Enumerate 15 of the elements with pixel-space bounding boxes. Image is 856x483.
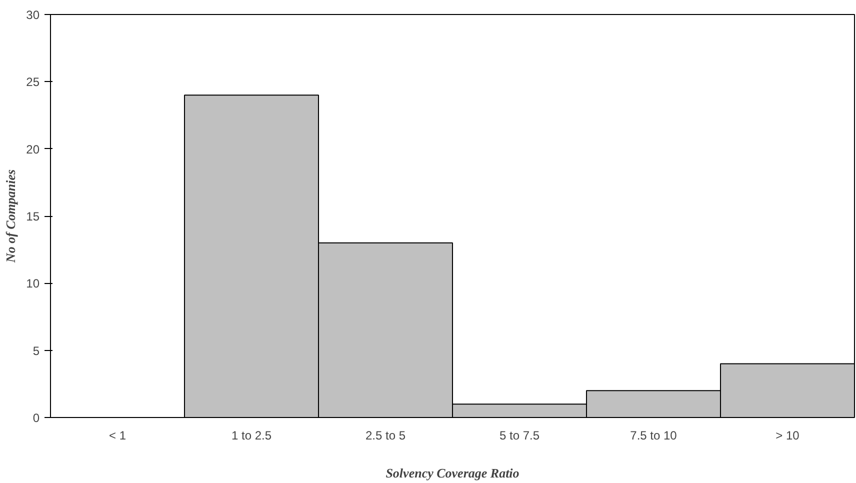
- x-tick-label: 2.5 to 5: [365, 428, 406, 442]
- x-tick-label: < 1: [108, 428, 126, 442]
- y-tick-label: 25: [26, 75, 40, 90]
- y-tick-label: 20: [26, 142, 40, 156]
- x-tick-label: 1 to 2.5: [231, 428, 272, 442]
- y-tick-label: 15: [26, 210, 40, 224]
- y-tick-label: 5: [32, 344, 40, 358]
- x-tick-label: > 10: [776, 428, 800, 442]
- y-tick-label: 0: [32, 411, 40, 425]
- x-tick-label: 7.5 to 10: [630, 428, 678, 442]
- y-axis-title: No of Companies: [3, 169, 18, 264]
- y-tick-label: 30: [26, 8, 40, 22]
- x-axis-title: Solvency Coverage Ratio: [386, 466, 520, 480]
- y-tick-label: 10: [26, 276, 40, 291]
- x-tick-label: 5 to 7.5: [499, 428, 540, 442]
